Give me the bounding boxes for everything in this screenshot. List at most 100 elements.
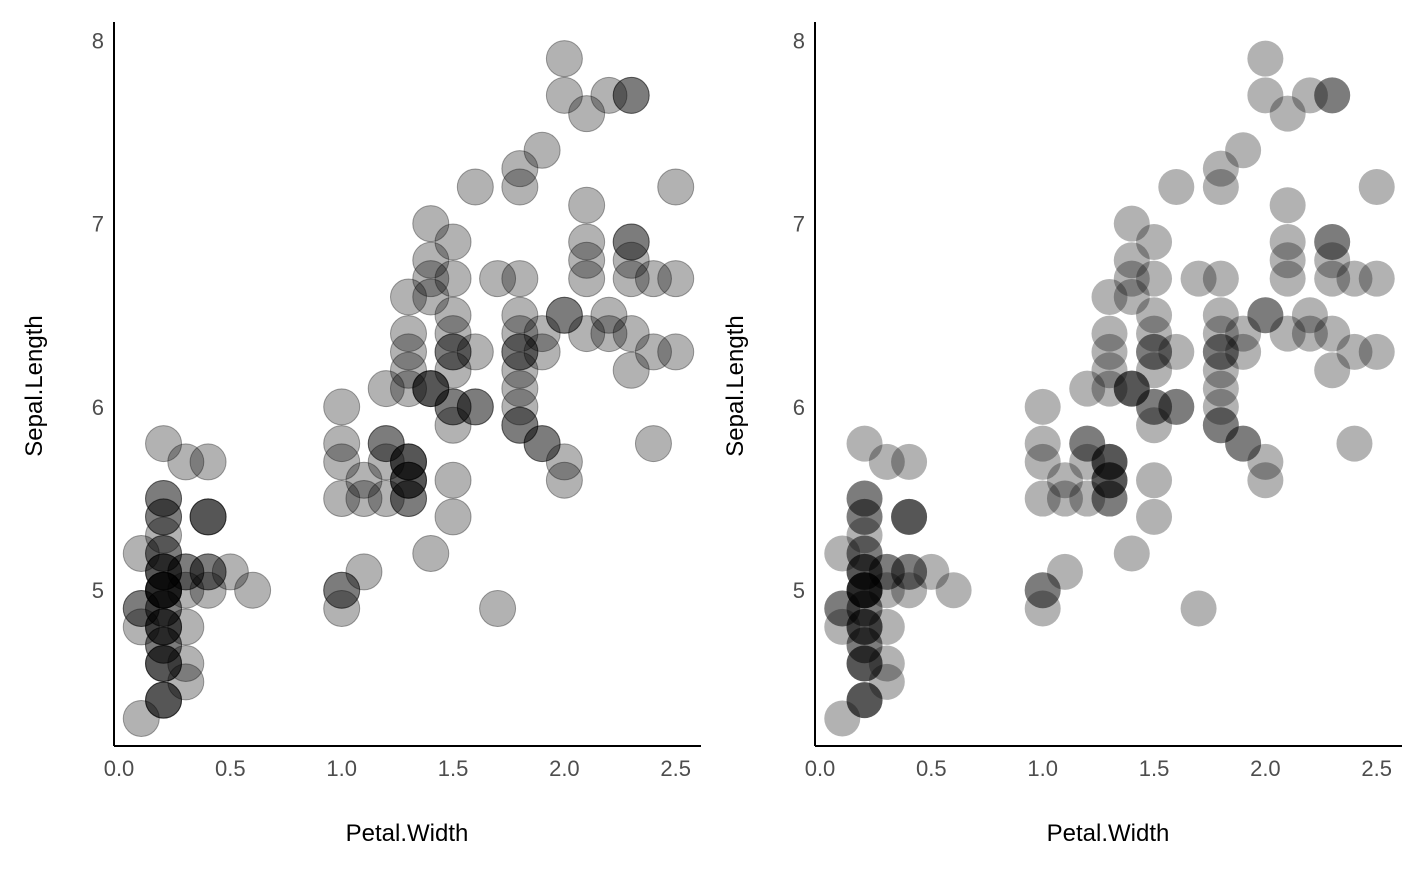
data-point [868, 663, 905, 700]
data-point [1314, 260, 1351, 297]
data-point [167, 645, 205, 683]
data-point [1069, 480, 1106, 517]
x-axis-title: Petal.Width [346, 820, 469, 847]
data-point [612, 351, 650, 389]
x-axis-title: Petal.Width [1047, 820, 1170, 847]
data-point [891, 553, 928, 590]
data-point [1091, 278, 1128, 315]
data-point [145, 553, 183, 591]
data-point [323, 480, 361, 518]
data-point [1358, 333, 1395, 370]
data-point [1336, 260, 1373, 297]
data-point [1202, 297, 1239, 334]
data-point [1291, 297, 1328, 334]
data-point [1091, 443, 1128, 480]
data-point [1202, 370, 1239, 407]
data-point [390, 461, 427, 499]
data-point [846, 480, 883, 517]
data-point [145, 571, 183, 609]
data-point [1180, 590, 1217, 627]
data-point [545, 76, 583, 114]
data-point [1269, 242, 1306, 279]
data-point [1136, 260, 1173, 297]
data-point [1136, 333, 1173, 370]
data-point [189, 553, 227, 591]
data-point [1225, 425, 1262, 462]
data-point [1247, 462, 1284, 499]
data-point [323, 571, 361, 609]
y-axis-title: Sepal.Length [21, 315, 48, 456]
x-tick-label: 0.5 [916, 756, 947, 781]
data-point [367, 443, 405, 481]
data-point [145, 480, 183, 518]
data-point [1314, 223, 1351, 260]
data-point [1136, 333, 1173, 370]
data-point [145, 626, 183, 664]
data-point [568, 260, 606, 298]
data-point [1069, 443, 1106, 480]
data-point [1091, 315, 1128, 352]
data-point [657, 333, 695, 371]
data-point [1091, 352, 1128, 389]
data-point [545, 296, 583, 334]
data-point [434, 296, 472, 334]
data-point [545, 461, 583, 499]
data-point [390, 333, 427, 371]
points-layer [122, 40, 695, 738]
data-point [1247, 40, 1284, 77]
data-point [545, 296, 583, 334]
data-point [145, 516, 183, 554]
data-point [846, 645, 883, 682]
data-point [501, 406, 539, 444]
data-point [1136, 352, 1173, 389]
data-point [1113, 370, 1150, 407]
data-point [846, 645, 883, 682]
data-point [434, 388, 472, 426]
data-point [846, 682, 883, 719]
data-point [545, 40, 583, 78]
data-point [1024, 425, 1061, 462]
data-point [323, 388, 361, 426]
data-point [145, 535, 183, 573]
data-point [145, 645, 183, 683]
data-point [434, 388, 472, 426]
data-point [891, 498, 928, 535]
data-point [1136, 388, 1173, 425]
data-point [412, 370, 450, 408]
data-point [189, 498, 227, 536]
data-point [612, 76, 650, 114]
data-point [1225, 333, 1262, 370]
data-point [1091, 462, 1128, 499]
data-point [1158, 388, 1195, 425]
data-point [868, 553, 905, 590]
data-point [846, 425, 883, 462]
data-point [501, 406, 539, 444]
data-point [824, 535, 861, 572]
data-point [367, 370, 405, 408]
y-tick-label: 8 [793, 28, 805, 53]
data-point [1113, 535, 1150, 572]
data-point [501, 333, 539, 371]
data-point [935, 572, 972, 609]
data-point [390, 461, 427, 499]
data-point [145, 425, 183, 463]
data-point [523, 425, 561, 463]
data-point [145, 645, 183, 683]
data-point [1024, 443, 1061, 480]
data-point [501, 168, 539, 206]
data-point [846, 572, 883, 609]
y-tick-labels: 5 6 7 8 [92, 28, 104, 603]
data-point [390, 480, 427, 518]
data-point [846, 535, 883, 572]
data-point [189, 498, 227, 536]
data-point [122, 590, 160, 628]
data-point [1091, 443, 1128, 480]
data-point [412, 370, 450, 408]
data-point [1136, 223, 1173, 260]
data-point [1336, 333, 1373, 370]
data-point [1225, 425, 1262, 462]
data-point [367, 425, 405, 463]
data-point [1091, 370, 1128, 407]
data-point [434, 498, 472, 536]
data-point [568, 95, 606, 133]
